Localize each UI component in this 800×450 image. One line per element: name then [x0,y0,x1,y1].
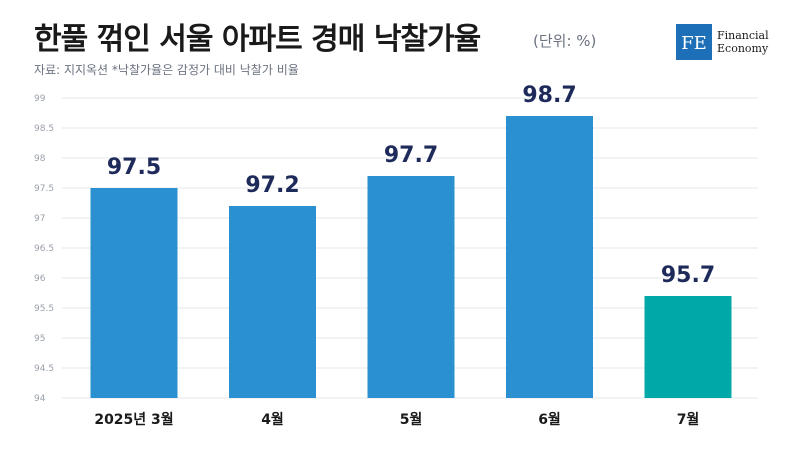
logo-line-2: Economy [717,42,769,55]
y-tick-label: 98.5 [34,124,54,134]
y-tick-label: 96 [34,274,46,284]
bar-value-label: 98.7 [522,83,576,108]
label-layer: 97.5 2025년 3월 97.2 4월 97.7 5월 98.7 6월 95.7 7월 [94,83,715,428]
x-category-label: 4월 [261,411,284,428]
bar [506,116,593,398]
bar-value-label: 97.7 [384,143,438,168]
bar-layer [90,116,732,398]
logo-monogram-icon: FE [681,33,707,54]
y-tick-label: 97.5 [34,184,54,194]
y-tick-label: 96.5 [34,244,54,254]
bar [229,206,316,398]
y-tick-label: 99 [34,94,46,104]
x-category-label: 2025년 3월 [94,411,173,428]
x-category-label: 6월 [538,411,561,428]
y-tick-label: 94.5 [34,364,54,374]
y-tick-label: 95 [34,334,45,344]
logo-monogram: FE [681,33,707,54]
bar [367,176,455,398]
y-tick-label: 98 [34,154,46,164]
unit-label: (단위: %) [533,32,597,50]
bar-value-label: 97.5 [107,155,161,180]
chart-title: 한풀 꺾인 서울 아파트 경매 낙찰가율 [34,22,481,57]
bar-value-label: 95.7 [661,263,715,288]
logo-wordmark: Financial Economy [717,29,769,55]
logo-line-1: Financial [717,29,769,42]
brand-logo: FE Financial Economy [676,24,769,60]
y-tick-label: 97 [34,214,45,224]
x-category-label: 5월 [400,411,423,428]
x-category-label: 7월 [677,411,700,428]
bar-value-label: 97.2 [245,173,299,198]
bar [90,188,178,398]
logo-mark: FE [676,24,712,60]
y-tick-label: 94 [34,394,46,404]
source-note: 자료: 지지옥션 *낙찰가율은 감정가 대비 낙찰가 비율 [34,63,299,77]
bar [644,296,732,398]
y-tick-label: 95.5 [34,304,54,314]
